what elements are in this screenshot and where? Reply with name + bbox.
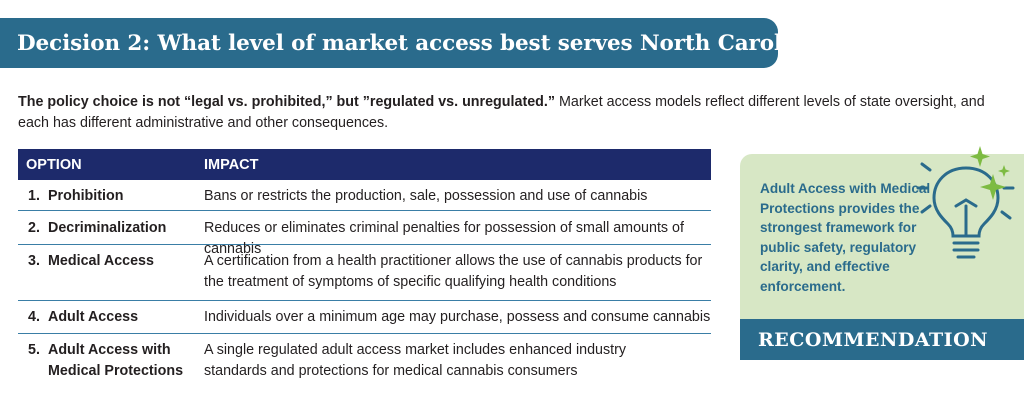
option-name: Medical Access — [48, 253, 154, 269]
impact-text: Reduces or eliminates criminal penalties… — [204, 220, 684, 257]
column-header-option: OPTION — [26, 156, 82, 173]
option-name: Prohibition — [48, 188, 124, 204]
row-number: 5. — [28, 342, 40, 358]
impact-text: Bans or restricts the production, sale, … — [204, 188, 648, 204]
options-table: OPTION IMPACT 1. Prohibition Bans or rest… — [18, 149, 711, 384]
recommendation-label-bar: RECOMMENDATION — [740, 319, 1024, 360]
recommendation-panel: Adult Access with Medical Protections pr… — [740, 146, 1024, 360]
sparkle-icon — [970, 146, 1010, 200]
table-row: 4. Adult Access Individuals over a minimu… — [18, 301, 711, 334]
table-header: OPTION IMPACT — [18, 149, 711, 180]
recommendation-text: Adult Access with Medical Protections pr… — [760, 181, 931, 294]
impact-text: A single regulated adult access market i… — [204, 342, 627, 379]
column-header-impact: IMPACT — [204, 156, 259, 173]
row-number: 3. — [28, 253, 40, 269]
intro-paragraph: The policy choice is not “legal vs. proh… — [18, 92, 1008, 134]
recommendation-box: Adult Access with Medical Protections pr… — [740, 154, 1024, 319]
impact-text: A certification from a health practition… — [204, 253, 703, 290]
option-name: Adult Access — [48, 309, 139, 325]
table-row: 1. Prohibition Bans or restricts the prod… — [18, 180, 711, 211]
intro-lead: The policy choice is not “legal vs. proh… — [18, 94, 556, 110]
table-row: 2. Decriminalization Reduces or eliminate… — [18, 211, 711, 257]
row-number: 2. — [28, 220, 40, 236]
section-header: Decision 2: What level of market access … — [0, 18, 832, 68]
recommendation-label: RECOMMENDATION — [758, 328, 988, 351]
table-row: 5. Adult Access with Medical Protections … — [18, 334, 711, 384]
row-number: 4. — [28, 309, 40, 325]
row-number: 1. — [28, 188, 40, 204]
impact-text: Individuals over a minimum age may purch… — [204, 309, 711, 325]
intro-body: Market access models reflect different l… — [18, 94, 985, 131]
option-name: Decriminalization — [48, 220, 167, 236]
lightbulb-icon — [916, 146, 1015, 259]
table-row: 3. Medical Access A certification from a … — [18, 245, 711, 301]
section-title: Decision 2: What level of market access … — [17, 30, 833, 56]
option-name: Adult Access with Medical Protections — [48, 342, 184, 379]
